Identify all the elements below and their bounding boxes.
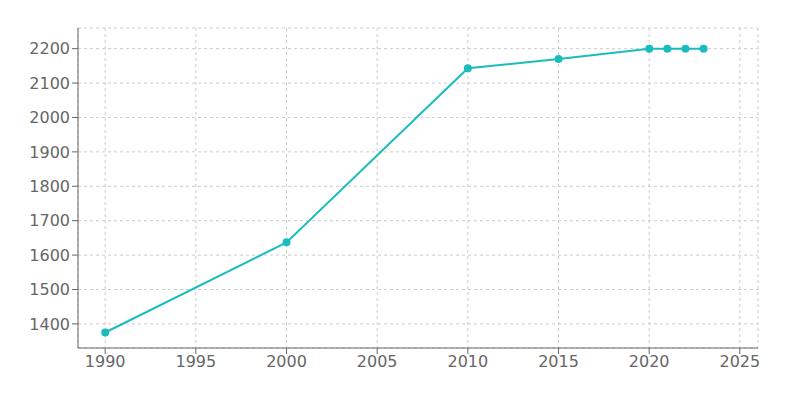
svg-text:2000: 2000 xyxy=(266,352,307,371)
svg-text:2000: 2000 xyxy=(29,108,70,127)
svg-text:2020: 2020 xyxy=(629,352,670,371)
svg-text:1700: 1700 xyxy=(29,211,70,230)
svg-text:1600: 1600 xyxy=(29,246,70,265)
svg-text:1400: 1400 xyxy=(29,315,70,334)
svg-text:1500: 1500 xyxy=(29,280,70,299)
svg-text:2015: 2015 xyxy=(538,352,579,371)
svg-text:2200: 2200 xyxy=(29,39,70,58)
svg-text:1800: 1800 xyxy=(29,177,70,196)
svg-text:1990: 1990 xyxy=(85,352,126,371)
svg-text:2100: 2100 xyxy=(29,74,70,93)
svg-text:1995: 1995 xyxy=(176,352,217,371)
svg-text:2025: 2025 xyxy=(720,352,761,371)
svg-text:2010: 2010 xyxy=(448,352,489,371)
svg-text:1900: 1900 xyxy=(29,143,70,162)
svg-text:2005: 2005 xyxy=(357,352,398,371)
